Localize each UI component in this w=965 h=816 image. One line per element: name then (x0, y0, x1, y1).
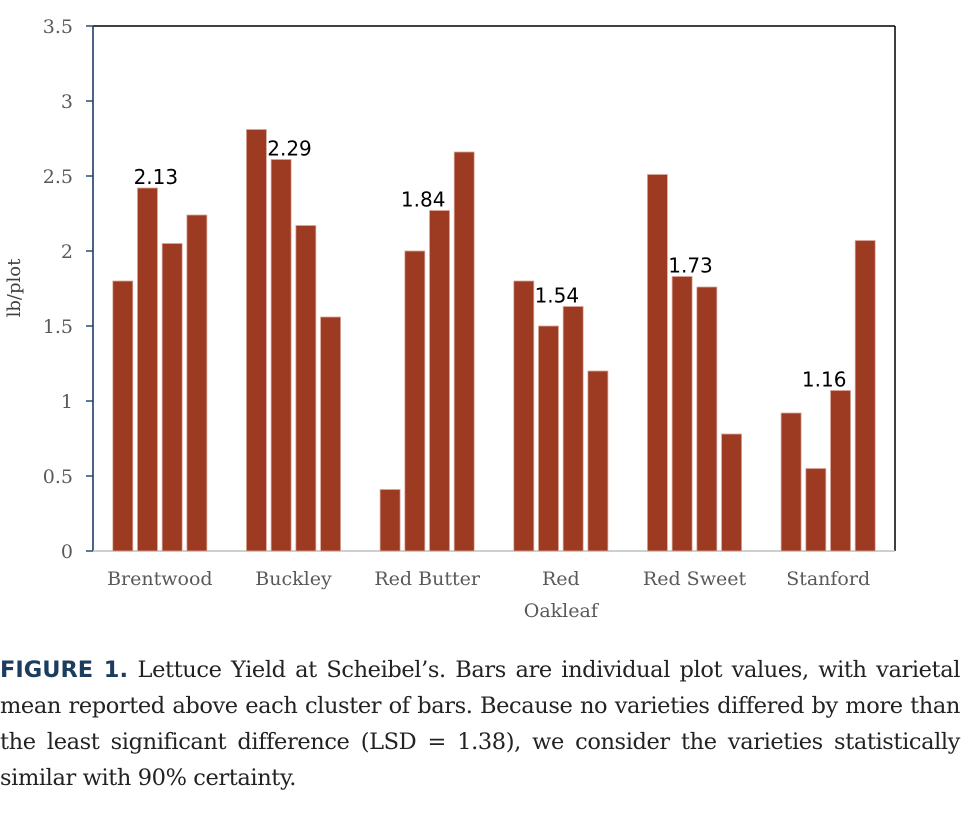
bar-red-butter-2 (404, 250, 426, 552)
bar-stanford-1 (780, 412, 802, 552)
mean-label: 1.84 (401, 188, 446, 212)
bar-red-butter-1 (379, 489, 401, 552)
y-tick-label: 1 (61, 391, 73, 413)
y-tick-label: 0.5 (43, 466, 73, 488)
bar-red-sweet-3 (696, 286, 718, 552)
x-tick-label-line: Stanford (786, 568, 870, 590)
x-tick-label: Brentwood (107, 568, 212, 590)
bar-stanford-2 (805, 468, 827, 552)
bar-red-oakleaf-4 (587, 370, 609, 552)
y-tick-label: 0 (61, 541, 73, 563)
x-tick-label: Red Butter (374, 568, 480, 590)
y-tick-label: 3.5 (43, 16, 73, 38)
bar-buckley-3 (295, 225, 317, 552)
bar-red-sweet-1 (647, 174, 668, 552)
bar-red-butter-4 (453, 151, 475, 552)
plot-frame (93, 25, 896, 551)
y-tick-label: 2.5 (43, 166, 73, 188)
x-tick-label: Red Oakleaf (524, 568, 600, 622)
x-tick-label: Buckley (255, 568, 332, 590)
bar-buckley-1 (246, 129, 267, 552)
y-tick-label: 1.5 (43, 316, 73, 338)
bar-buckley-2 (270, 159, 292, 552)
x-tick-label-line: Brentwood (107, 568, 212, 590)
x-tick-label: Red Sweet (643, 568, 747, 590)
x-tick-label-line: Red (542, 568, 580, 590)
bar-brentwood-4 (186, 214, 208, 552)
mean-label: 1.16 (802, 368, 847, 392)
y-axis: 0 0.5 1 1.5 2 2.5 3 3.5 (43, 16, 94, 563)
x-tick-label: Stanford (786, 568, 870, 590)
bar-chart: 0 0.5 1 1.5 2 2.5 3 3.5 2.13 2.29 1.84 1.54 1.73 1.1… (4, 16, 896, 622)
mean-label: 1.54 (535, 284, 580, 308)
bar-brentwood-3 (161, 243, 183, 552)
figure-label: FIGURE 1. (0, 657, 129, 683)
bar-red-sweet-2 (671, 276, 693, 552)
mean-label: 2.13 (134, 165, 179, 189)
bars (112, 129, 876, 552)
bar-red-oakleaf-3 (562, 306, 584, 552)
bar-red-sweet-4 (721, 433, 742, 552)
y-axis-title: lb/plot (4, 258, 25, 317)
bar-red-oakleaf-2 (538, 325, 559, 552)
bar-brentwood-2 (137, 187, 158, 552)
bar-stanford-4 (854, 240, 876, 552)
x-tick-label-line: Red Sweet (643, 568, 747, 590)
bar-red-butter-3 (429, 210, 450, 552)
mean-label: 1.73 (668, 254, 713, 278)
bar-red-oakleaf-1 (513, 280, 535, 552)
x-tick-label-line: Buckley (255, 568, 332, 590)
y-tick-label: 3 (61, 91, 73, 113)
y-tick-label: 2 (61, 241, 73, 263)
figure-caption: FIGURE 1. Lettuce Yield at Scheibel’s. B… (0, 652, 960, 796)
x-tick-label-line: Oakleaf (524, 600, 600, 622)
mean-label: 2.29 (267, 137, 312, 161)
category-labels: Brentwood Buckley Red Butter Red Oakleaf Red … (107, 568, 870, 622)
mean-labels: 2.13 2.29 1.84 1.54 1.73 1.16 (134, 137, 847, 392)
bar-stanford-3 (830, 390, 851, 552)
caption-text: Lettuce Yield at Scheibel’s. Bars are in… (0, 657, 961, 791)
x-tick-label-line: Red Butter (374, 568, 480, 590)
bar-brentwood-1 (112, 280, 134, 552)
bar-buckley-4 (320, 316, 341, 552)
